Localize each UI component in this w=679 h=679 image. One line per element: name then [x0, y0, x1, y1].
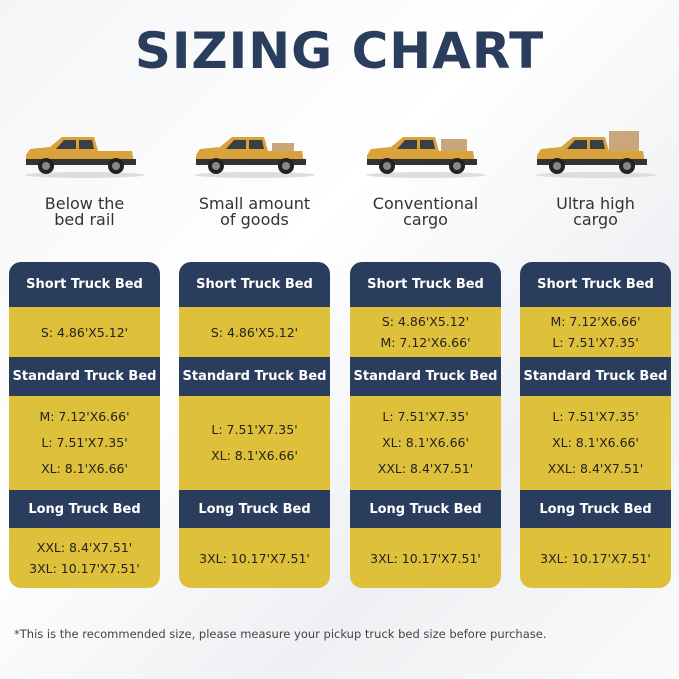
size-item: 3XL: 10.17'X7.51' [540, 550, 651, 566]
section-header: Short Truck Bed [520, 262, 671, 307]
size-column: Conventional cargo Short Truck Bed S: 4.86'… [350, 125, 501, 588]
size-item: 3XL: 10.17'X7.51' [29, 561, 140, 576]
caption-line: Below the [44, 194, 125, 213]
size-item: L: 7.51'X7.35' [552, 409, 639, 424]
size-list: L: 7.51'X7.35' XL: 8.1'X6.66' XXL: 8.4'X7.… [350, 396, 501, 490]
section-header: Standard Truck Bed [9, 357, 160, 396]
size-item: 3XL: 10.17'X7.51' [370, 550, 481, 566]
size-item: M: 7.12'X6.66' [550, 314, 641, 329]
section-header: Short Truck Bed [9, 262, 160, 307]
size-item: M: 7.12'X6.66' [380, 335, 471, 350]
size-item: XXL: 8.4'X7.51' [36, 540, 133, 555]
size-list: S: 4.86'X5.12' M: 7.12'X6.66' [350, 307, 501, 357]
size-list: S: 4.86'X5.12' [179, 307, 330, 357]
size-item: L: 7.51'X7.35' [41, 435, 128, 450]
caption-line: cargo [403, 210, 448, 229]
truck-illustration [365, 137, 486, 178]
caption-line: bed rail [54, 210, 115, 229]
size-item: M: 7.12'X6.66' [39, 409, 130, 424]
size-list: XXL: 8.4'X7.51' 3XL: 10.17'X7.51' [9, 528, 160, 588]
section-header: Standard Truck Bed [179, 357, 330, 396]
section-header: Short Truck Bed [350, 262, 501, 307]
section-header: Standard Truck Bed [350, 357, 501, 396]
size-column: Small amount of goods Short Truck Bed S: 4.… [179, 125, 330, 588]
section-header: Long Truck Bed [9, 490, 160, 528]
size-column: Ultra high cargo Short Truck Bed M: 7.12'X6… [520, 125, 671, 588]
size-item: XL: 8.1'X6.66' [41, 461, 128, 476]
size-card: Short Truck Bed S: 4.86'X5.12' Standard Tr… [9, 262, 160, 588]
size-column: Below the bed rail Short Truck Bed S: 4.86'… [9, 125, 160, 588]
size-list: 3XL: 10.17'X7.51' [179, 528, 330, 588]
size-item: XL: 8.1'X6.66' [211, 448, 298, 463]
size-item: S: 4.86'X5.12' [210, 324, 299, 340]
size-card: Short Truck Bed M: 7.12'X6.66' L: 7.51'X7.… [520, 262, 671, 588]
footnote: *This is the recommended size, please me… [14, 627, 547, 641]
size-list: 3XL: 10.17'X7.51' [350, 528, 501, 588]
section-header: Long Truck Bed [350, 490, 501, 528]
section-header: Long Truck Bed [520, 490, 671, 528]
size-item: XL: 8.1'X6.66' [382, 435, 469, 450]
section-header: Long Truck Bed [179, 490, 330, 528]
size-list: M: 7.12'X6.66' L: 7.51'X7.35' [520, 307, 671, 357]
size-item: XXL: 8.4'X7.51' [377, 461, 474, 476]
caption-line: cargo [573, 210, 618, 229]
caption: Below the bed rail [9, 196, 160, 244]
size-list: L: 7.51'X7.35' XL: 8.1'X6.66' [179, 396, 330, 490]
caption-line: Ultra high [556, 194, 635, 213]
size-item: L: 7.51'X7.35' [382, 409, 469, 424]
truck-illustration [194, 137, 315, 178]
caption: Small amount of goods [179, 196, 330, 244]
size-item: XXL: 8.4'X7.51' [547, 461, 644, 476]
size-item: L: 7.51'X7.35' [552, 335, 639, 350]
size-item: XL: 8.1'X6.66' [552, 435, 639, 450]
size-card: Short Truck Bed S: 4.86'X5.12' M: 7.12'X6.… [350, 262, 501, 588]
caption-line: Conventional [372, 194, 479, 213]
section-header: Short Truck Bed [179, 262, 330, 307]
size-item: S: 4.86'X5.12' [40, 324, 129, 340]
size-list: 3XL: 10.17'X7.51' [520, 528, 671, 588]
caption: Ultra high cargo [520, 196, 671, 244]
size-item: 3XL: 10.17'X7.51' [199, 550, 310, 566]
title: SIZING CHART [134, 22, 545, 80]
truck-illustration [535, 131, 656, 178]
truck-illustration [24, 137, 145, 178]
caption: Conventional cargo [350, 196, 501, 244]
size-item: L: 7.51'X7.35' [211, 422, 298, 437]
size-list: M: 7.12'X6.66' L: 7.51'X7.35' XL: 8.1'X6.6… [9, 396, 160, 490]
size-list: L: 7.51'X7.35' XL: 8.1'X6.66' XXL: 8.4'X7.… [520, 396, 671, 490]
size-item: S: 4.86'X5.12' [381, 314, 470, 329]
caption-line: Small amount [198, 194, 311, 213]
size-card: Short Truck Bed S: 4.86'X5.12' Standard Tr… [179, 262, 330, 588]
section-header: Standard Truck Bed [520, 357, 671, 396]
caption-line: of goods [220, 210, 289, 229]
size-list: S: 4.86'X5.12' [9, 307, 160, 357]
